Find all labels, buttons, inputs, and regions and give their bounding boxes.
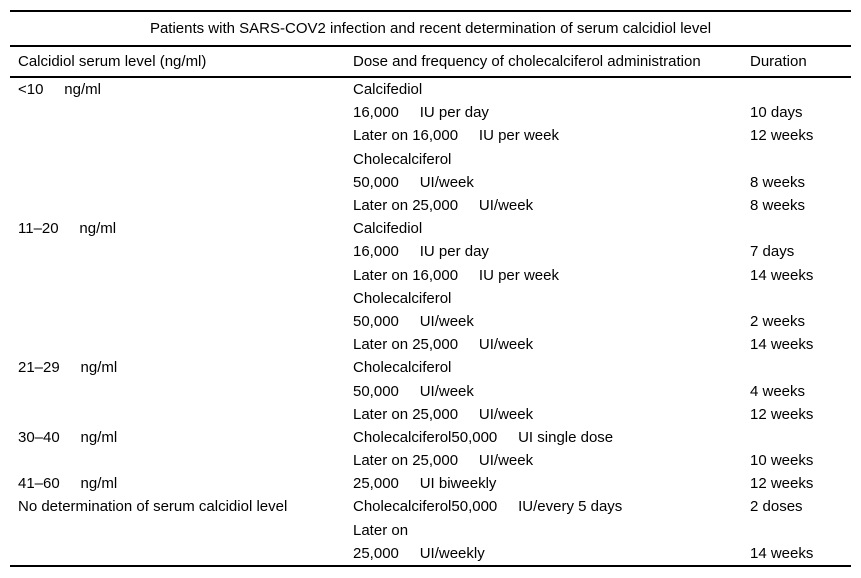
duration-cell: 10 days — [750, 104, 803, 122]
level-cell: 11–20 ng/ml — [18, 220, 117, 238]
table-row: No determination of serum calcidiol leve… — [10, 495, 851, 518]
table-row: 41–60 ng/ml 25,000 UI biweekly 12 weeks — [10, 472, 851, 495]
table-row: Later on 16,000 IU per week 14 weeks — [10, 264, 851, 287]
dose-cell: Later on 25,000 UI/week — [353, 336, 534, 354]
dose-cell: Calcifediol — [353, 220, 423, 238]
dose-cell: 50,000 UI/week — [353, 173, 474, 191]
dose-cell: Cholecalciferol — [353, 359, 452, 377]
level-cell: 41–60 ng/ml — [18, 475, 118, 493]
level-cell: 30–40 ng/ml — [18, 428, 118, 446]
dose-cell: Later on 25,000 UI/week — [353, 197, 534, 215]
duration-cell: 14 weeks — [750, 544, 814, 562]
duration-cell: 8 weeks — [750, 197, 806, 215]
dose-cell: 25,000 UI/weekly — [353, 544, 485, 562]
dose-cell: Cholecalciferol50,000 IU/every 5 days — [353, 498, 623, 516]
dose-cell: Cholecalciferol — [353, 289, 452, 307]
duration-cell: 2 weeks — [750, 312, 806, 330]
table-row: Later on 25,000 UI/week 8 weeks — [10, 194, 851, 217]
dose-cell: Later on 25,000 UI/week — [353, 405, 534, 423]
dose-cell: 50,000 UI/week — [353, 382, 474, 400]
level-cell: <10 ng/ml — [18, 81, 101, 99]
table-row: Later on — [10, 519, 851, 542]
dose-cell: Cholecalciferol50,000 UI single dose — [353, 428, 614, 446]
dose-cell: Later on 25,000 UI/week — [353, 452, 534, 470]
table-row: Later on 25,000 UI/week 12 weeks — [10, 403, 851, 426]
duration-cell: 14 weeks — [750, 336, 814, 354]
table-row: Cholecalciferol — [10, 287, 851, 310]
dose-cell: Later on — [353, 521, 409, 539]
dose-cell: 16,000 IU per day — [353, 243, 489, 261]
duration-cell: 2 doses — [750, 498, 803, 516]
duration-cell: 12 weeks — [750, 475, 814, 493]
duration-cell: 7 days — [750, 243, 795, 261]
column-header-duration: Duration — [750, 53, 807, 70]
column-header-calcidiol-level: Calcidiol serum level (ng/ml) — [18, 53, 207, 70]
table-row: 50,000 UI/week 4 weeks — [10, 379, 851, 402]
table-row: 25,000 UI/weekly 14 weeks — [10, 542, 851, 565]
table-row: 50,000 UI/week 2 weeks — [10, 310, 851, 333]
duration-cell: 12 weeks — [750, 405, 814, 423]
table-row: <10 ng/ml Calcifediol — [10, 78, 851, 101]
table-row: 30–40 ng/ml Cholecalciferol50,000 UI sin… — [10, 426, 851, 449]
table-row: 16,000 IU per day 7 days — [10, 240, 851, 263]
duration-cell: 12 weeks — [750, 127, 814, 145]
dose-cell: 16,000 IU per day — [353, 104, 489, 122]
level-cell: No determination of serum calcidiol leve… — [18, 498, 288, 516]
table-header: Calcidiol serum level (ng/ml) Dose and f… — [10, 47, 851, 78]
table-row: 21–29 ng/ml Cholecalciferol — [10, 356, 851, 379]
table-row: Later on 25,000 UI/week 10 weeks — [10, 449, 851, 472]
duration-cell: 10 weeks — [750, 452, 814, 470]
table-row: 16,000 IU per day 10 days — [10, 101, 851, 124]
column-header-dose-frequency: Dose and frequency of cholecalciferol ad… — [353, 53, 701, 70]
dose-cell: 50,000 UI/week — [353, 312, 474, 330]
table-row: Later on 25,000 UI/week 14 weeks — [10, 333, 851, 356]
duration-cell: 14 weeks — [750, 266, 814, 284]
dose-cell: Cholecalciferol — [353, 150, 452, 168]
dose-cell: Calcifediol — [353, 81, 423, 99]
table-row: Later on 16,000 IU per week 12 weeks — [10, 124, 851, 147]
dose-cell: 25,000 UI biweekly — [353, 475, 497, 493]
table-row: 11–20 ng/ml Calcifediol — [10, 217, 851, 240]
level-cell: 21–29 ng/ml — [18, 359, 118, 377]
duration-cell: 4 weeks — [750, 382, 806, 400]
table-row: 50,000 UI/week 8 weeks — [10, 171, 851, 194]
table-title: Patients with SARS-COV2 infection and re… — [10, 12, 851, 47]
dose-cell: Later on 16,000 IU per week — [353, 127, 559, 145]
dose-cell: Later on 16,000 IU per week — [353, 266, 559, 284]
table-row: Cholecalciferol — [10, 148, 851, 171]
table-body: <10 ng/ml Calcifediol 16,000 IU per day … — [10, 78, 851, 565]
calcidiol-dosing-table: Patients with SARS-COV2 infection and re… — [10, 10, 851, 567]
duration-cell: 8 weeks — [750, 173, 806, 191]
